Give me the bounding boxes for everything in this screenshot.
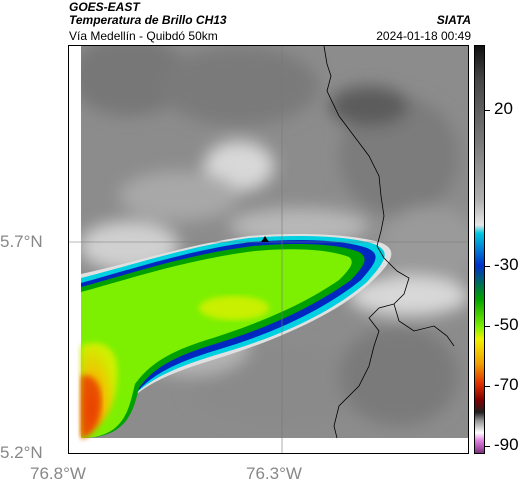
lon-label-right: 76.3°W [246, 464, 302, 483]
department-boundary [323, 46, 455, 439]
route-label: Vía Medellín - Quibdó 50km [69, 29, 218, 43]
lon-label-left: 76.8°W [30, 464, 86, 483]
cbar-label: -50 [494, 315, 519, 334]
cbar-label: -30 [494, 255, 519, 274]
cbar-tick [485, 326, 490, 327]
timestamp-label: 2024-01-18 00:49 [376, 29, 471, 43]
cbar-tick [485, 446, 490, 447]
convective-cloud-band [81, 234, 392, 438]
map-panel[interactable] [68, 45, 469, 454]
colorbar [474, 45, 485, 454]
product-title: Temperatura de Brillo CH13 [69, 13, 227, 27]
cbar-label: -90 [494, 435, 519, 454]
satellite-name: GOES-EAST [69, 0, 140, 14]
cbar-label: 20 [494, 99, 513, 118]
cbar-label: -70 [494, 375, 519, 394]
cbar-tick [485, 110, 490, 111]
station-marker-icon[interactable] [261, 236, 269, 242]
brightness-temperature-map [69, 46, 468, 453]
lat-label-bottom: 5.2°N [0, 443, 43, 462]
organization-label: SIATA [436, 13, 471, 27]
cbar-tick [485, 386, 490, 387]
cbar-tick [485, 266, 490, 267]
lat-label-top: 5.7°N [0, 232, 43, 251]
